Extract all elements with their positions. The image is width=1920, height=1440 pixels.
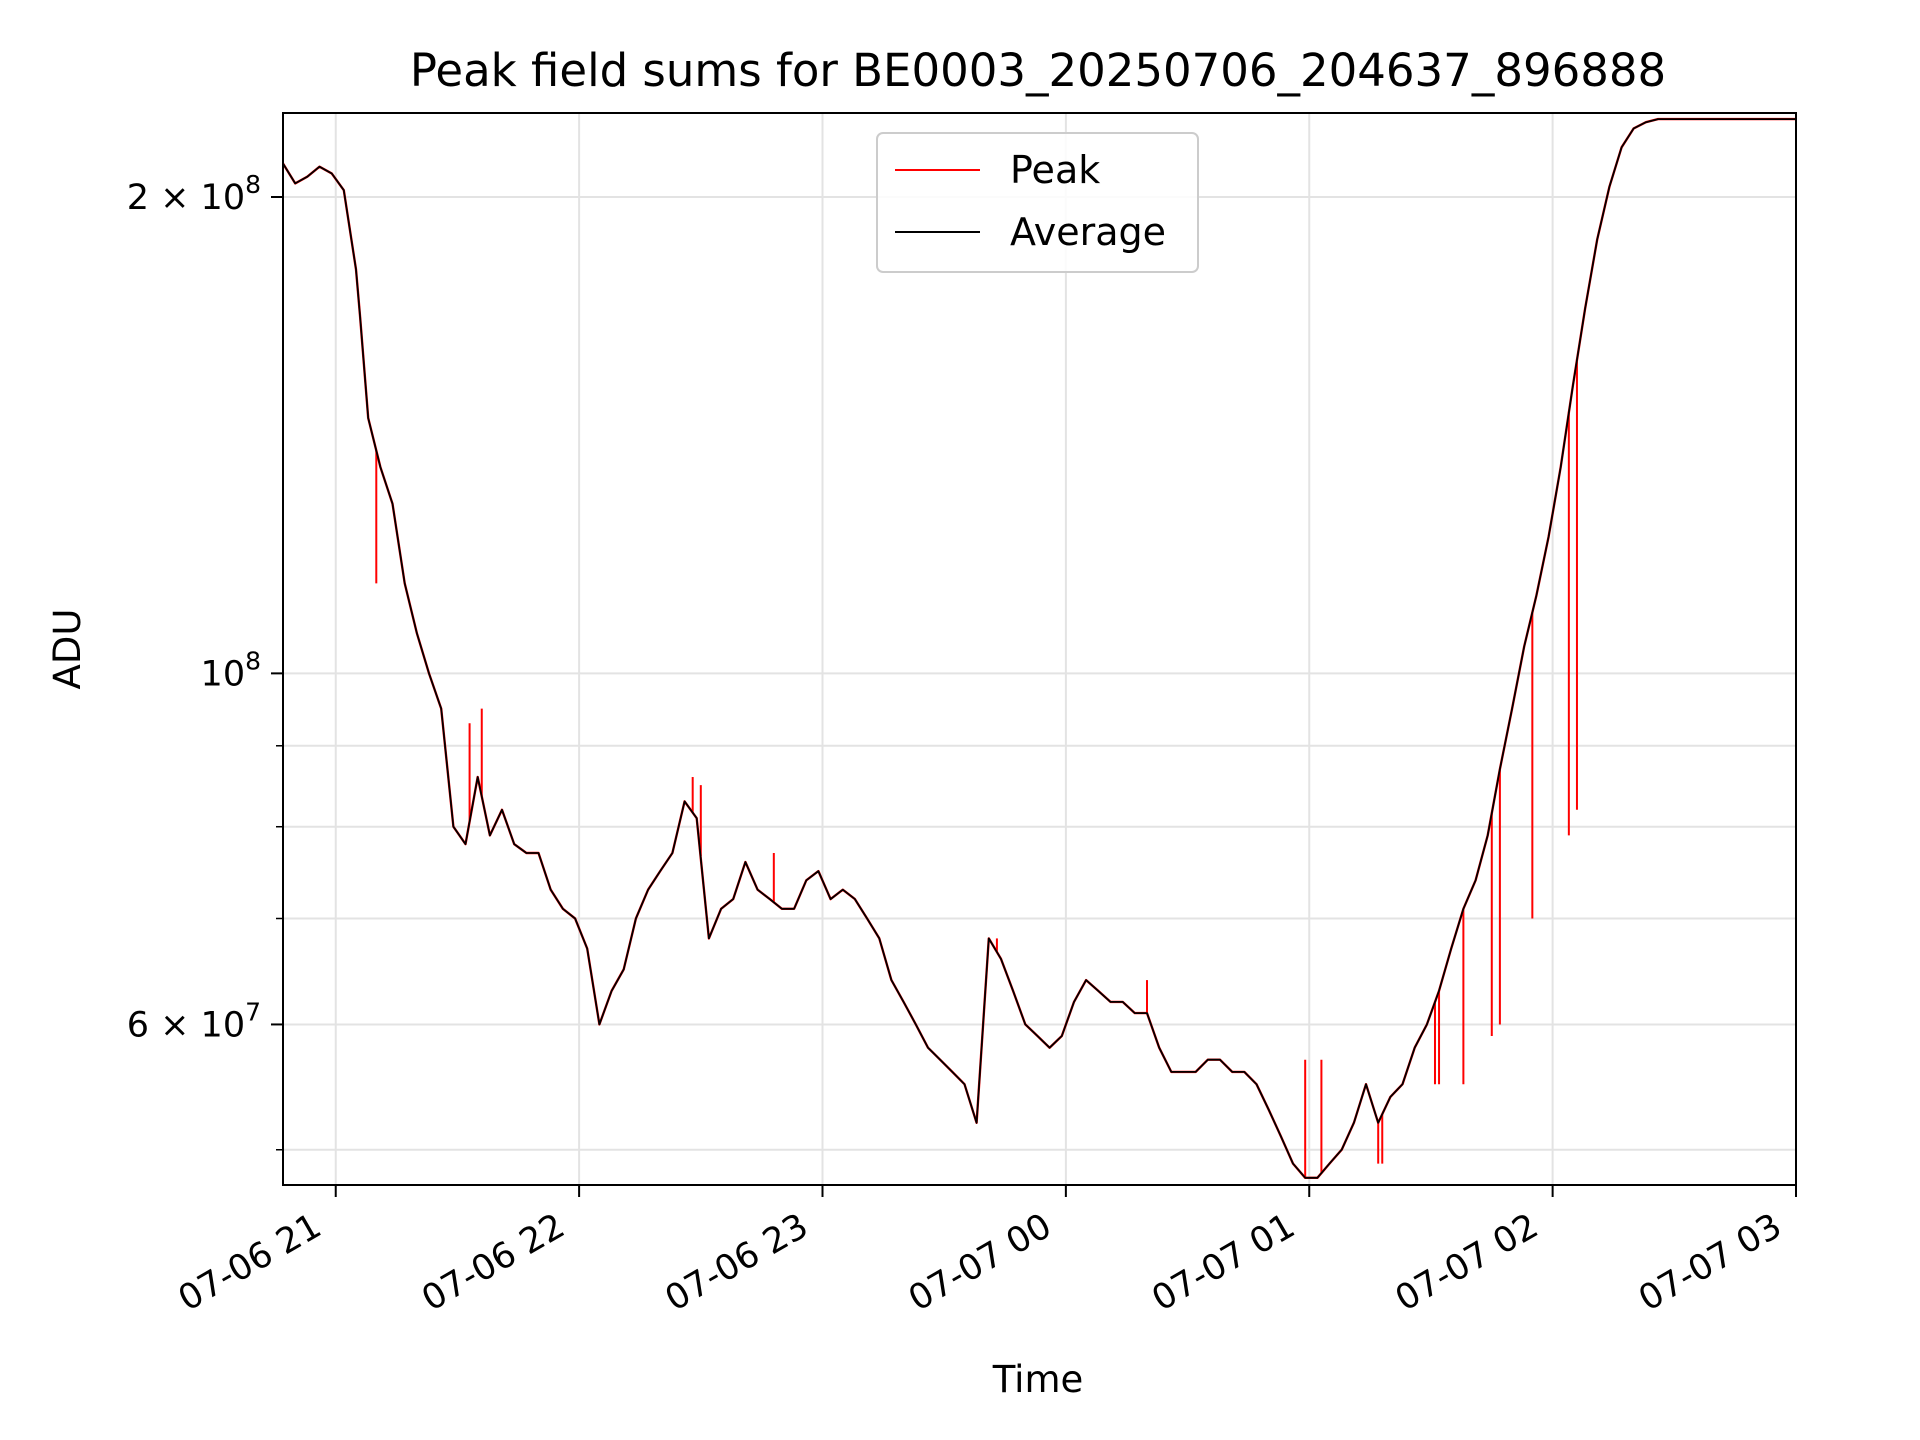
x-tick-label: 07-06 23 <box>659 1206 815 1319</box>
grid <box>283 113 1797 1185</box>
x-tick-label: 07-07 00 <box>902 1206 1058 1319</box>
plot-frame <box>282 112 1797 1186</box>
x-tick-label: 07-07 03 <box>1632 1206 1788 1319</box>
axes-ticks: 07-06 21 07-06 22 07-06 23 07-07 00 07-07 01… <box>127 170 1797 1319</box>
y-tick-label: 6 × 107 <box>127 997 261 1045</box>
legend-box <box>876 132 1199 273</box>
plot-area <box>281 117 1796 1180</box>
chart-title: Peak field sums for BE0003_20250706_2046… <box>410 44 1666 97</box>
legend: Peak Average <box>876 132 1199 273</box>
x-tick-label: 07-07 02 <box>1389 1206 1545 1319</box>
y-axis-label: ADU <box>46 609 89 690</box>
legend-label-peak: Peak <box>1010 148 1100 192</box>
series-line-average <box>282 118 1796 1179</box>
x-axis-label: Time <box>992 1358 1084 1401</box>
x-tick-label: 07-07 01 <box>1145 1206 1301 1319</box>
y-tick-label: 108 <box>201 646 261 694</box>
x-tick-label: 07-06 21 <box>172 1206 328 1319</box>
x-tick-label: 07-06 22 <box>415 1206 571 1319</box>
y-tick-label: 2 × 108 <box>127 170 261 218</box>
legend-label-average: Average <box>1010 210 1166 254</box>
